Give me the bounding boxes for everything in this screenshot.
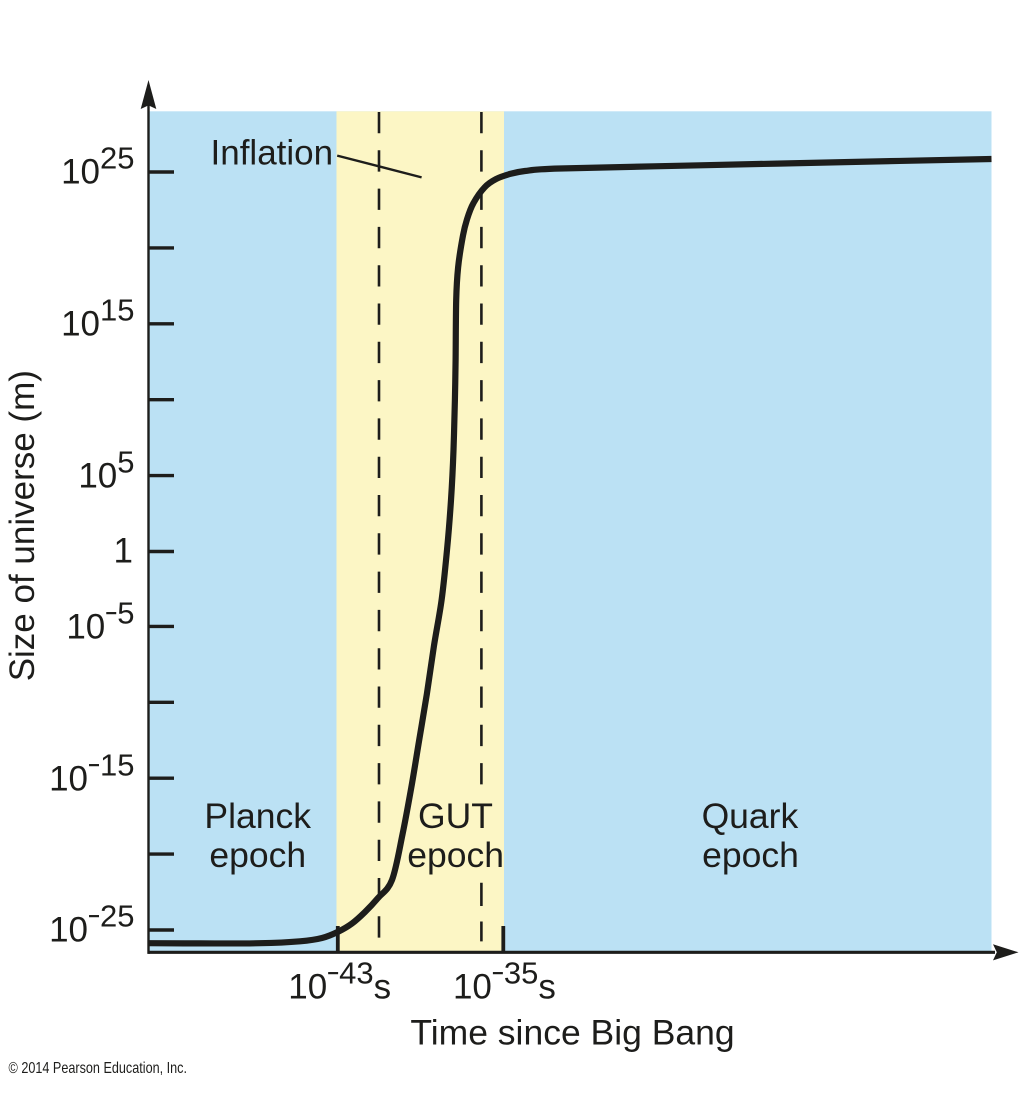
svg-text:Planck: Planck <box>204 796 311 836</box>
svg-text:GUT: GUT <box>418 796 493 836</box>
svg-text:Quark: Quark <box>702 796 799 836</box>
svg-text:Size of universe (m): Size of universe (m) <box>3 370 42 681</box>
svg-text:epoch: epoch <box>209 835 306 875</box>
svg-text:1: 1 <box>114 531 133 570</box>
svg-text:epoch: epoch <box>702 835 799 875</box>
svg-text:epoch: epoch <box>407 835 504 875</box>
svg-text:© 2014 Pearson Education, Inc.: © 2014 Pearson Education, Inc. <box>9 1060 188 1077</box>
svg-text:Inflation: Inflation <box>211 134 334 173</box>
svg-text:Time since Big Bang: Time since Big Bang <box>410 1013 734 1053</box>
